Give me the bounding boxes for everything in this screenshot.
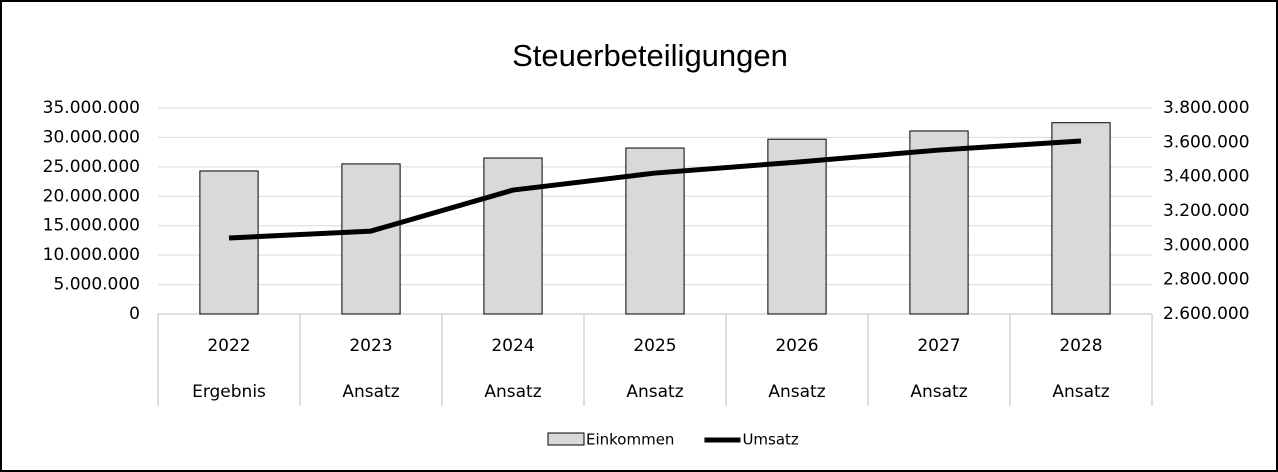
- x-sub-label: Ergebnis: [192, 382, 266, 402]
- x-sub-label: Ansatz: [910, 382, 967, 402]
- y2-tick-label: 3.000.000: [1163, 235, 1250, 255]
- y2-tick-label: 2.800.000: [1163, 270, 1250, 290]
- bar: [199, 170, 259, 315]
- x-tick-label: 2026: [775, 336, 818, 356]
- x-sub-label: Ansatz: [626, 382, 683, 402]
- y2-tick-label: 3.600.000: [1163, 132, 1250, 152]
- y-tick-label: 5.000.000: [53, 275, 140, 295]
- x-tick-label: 2025: [633, 336, 676, 356]
- chart-title: Steuerbeteiligungen: [512, 38, 788, 73]
- x-sub-label: Ansatz: [1052, 382, 1109, 402]
- x-sub-label: Ansatz: [484, 382, 541, 402]
- legend-label: Einkommen: [586, 431, 674, 449]
- line: [228, 138, 1082, 241]
- x-tick-label: 2027: [917, 336, 960, 356]
- y-tick-label: 20.000.000: [43, 186, 140, 206]
- x-tick-label: 2024: [491, 336, 534, 356]
- bar: [483, 157, 543, 315]
- y2-tick-label: 3.200.000: [1163, 201, 1250, 221]
- bar: [341, 163, 401, 315]
- y-tick-label: 25.000.000: [43, 157, 140, 177]
- y-tick-label: 35.000.000: [43, 98, 140, 118]
- y-tick-label: 30.000.000: [43, 127, 140, 147]
- x-sub-label: Ansatz: [768, 382, 825, 402]
- legend-label: Umsatz: [742, 431, 798, 449]
- legend-swatch: [547, 432, 585, 446]
- bar: [767, 138, 827, 315]
- x-tick-label: 2022: [207, 336, 250, 356]
- x-tick-label: 2023: [349, 336, 392, 356]
- x-sub-label: Ansatz: [342, 382, 399, 402]
- y-tick-label: 15.000.000: [43, 216, 140, 236]
- y-tick-label: 10.000.000: [43, 245, 140, 265]
- bar: [909, 130, 969, 315]
- y-tick-label: 0: [129, 304, 140, 324]
- y2-tick-label: 2.600.000: [1163, 304, 1250, 324]
- y2-tick-label: 3.400.000: [1163, 167, 1250, 187]
- y2-tick-label: 3.800.000: [1163, 98, 1250, 118]
- x-tick-label: 2028: [1059, 336, 1102, 356]
- bar: [1051, 122, 1111, 315]
